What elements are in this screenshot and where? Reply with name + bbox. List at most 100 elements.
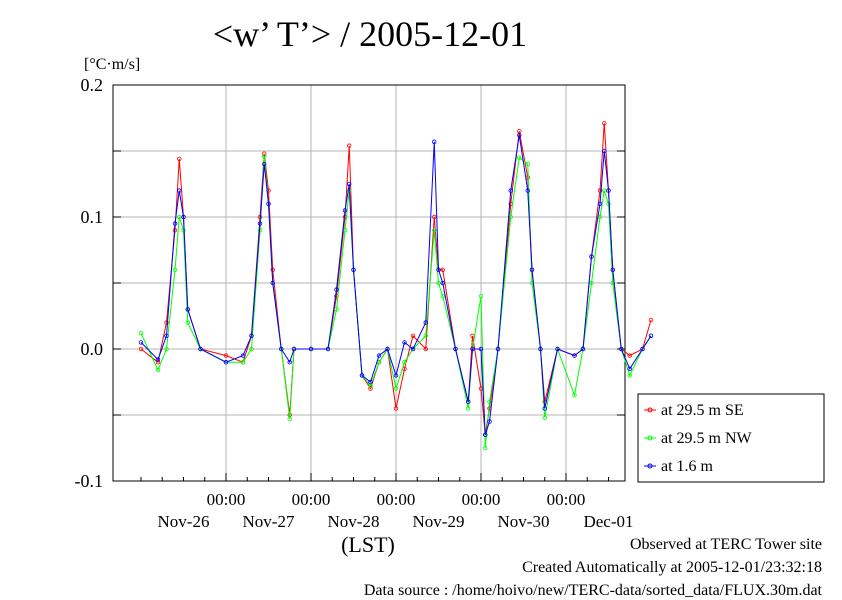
observed-site-note: Observed at TERC Tower site — [629, 536, 822, 553]
data-point — [508, 188, 513, 193]
data-point — [529, 267, 535, 272]
data-point — [487, 419, 492, 424]
data-point — [368, 379, 373, 385]
data-point — [542, 415, 547, 420]
data-point — [602, 148, 607, 154]
data-point — [525, 161, 530, 167]
data-point — [164, 320, 169, 325]
data-point — [334, 307, 339, 312]
data-point — [640, 346, 645, 352]
data-point — [240, 353, 246, 358]
data-point — [606, 188, 611, 193]
data-point — [155, 367, 161, 373]
data-point — [308, 346, 314, 352]
data-point — [249, 346, 254, 352]
x-tick-time-label: 00:00 — [377, 490, 416, 509]
data-point — [347, 143, 352, 148]
data-point — [240, 360, 246, 365]
data-point — [249, 333, 254, 338]
data-point — [164, 333, 169, 338]
data-point — [266, 201, 271, 206]
data-point — [351, 267, 356, 272]
data-point — [648, 317, 654, 323]
data-point — [138, 340, 144, 345]
data-point — [270, 280, 275, 286]
data-point — [597, 201, 603, 206]
data-point — [385, 346, 390, 352]
data-point — [279, 346, 284, 352]
data-point — [597, 188, 603, 193]
data-point — [432, 139, 437, 144]
y-tick-label: 0.1 — [81, 207, 104, 227]
data-point — [402, 360, 407, 365]
grid — [113, 84, 625, 482]
data-point — [223, 360, 229, 365]
data-point — [223, 353, 229, 358]
data-point — [627, 373, 632, 378]
data-point — [470, 346, 475, 352]
x-tick-date-label: Nov-30 — [498, 512, 550, 531]
data-point — [423, 333, 428, 338]
y-tick-label: 0.2 — [81, 75, 104, 95]
data-point — [610, 267, 615, 272]
data-point — [410, 346, 416, 352]
data-point — [517, 155, 522, 160]
data-point — [262, 161, 267, 167]
legend-label: at 1.6 m — [661, 458, 714, 475]
x-tick-time-label: 00:00 — [292, 490, 331, 509]
data-point — [262, 151, 267, 156]
data-point — [181, 214, 186, 220]
x-axis-label: (LST) — [341, 532, 395, 557]
legend-label: at 29.5 m NW — [661, 430, 753, 447]
series-lines — [138, 121, 654, 451]
created-timestamp-note: Created Automatically at 2005-12-01/23:3… — [522, 559, 822, 576]
y-tick-label: 0.0 — [81, 339, 104, 359]
data-point — [589, 254, 594, 259]
data-point — [483, 445, 488, 451]
data-point — [262, 154, 267, 159]
data-point — [495, 346, 501, 352]
data-point — [440, 267, 445, 272]
data-point — [376, 353, 382, 358]
data-point — [627, 353, 632, 358]
data-point — [368, 386, 373, 391]
x-tick-date-label: Dec-01 — [583, 512, 633, 531]
data-point — [580, 346, 586, 352]
series-2 — [138, 132, 654, 437]
data-point — [572, 393, 577, 398]
x-axis-ticks: 00:00 00:00 00:00 00:00 00:00 Nov-26 Nov-27 Nov… — [140, 473, 634, 531]
data-point — [606, 201, 611, 206]
data-point — [466, 406, 471, 411]
data-point — [542, 406, 547, 411]
data-point — [538, 346, 543, 352]
data-point — [325, 346, 331, 352]
legend: at 29.5 m SE at 29.5 m NW at 1.6 m — [637, 393, 825, 483]
data-point — [410, 333, 416, 338]
data-point — [172, 267, 178, 272]
chart-title: <w’ T’> / 2005-12-01 — [213, 14, 527, 54]
data-point — [257, 221, 263, 226]
data-point — [198, 346, 203, 352]
data-point — [287, 360, 292, 365]
data-point — [483, 432, 488, 437]
data-point — [466, 399, 471, 404]
data-point — [432, 214, 437, 220]
data-point — [453, 346, 458, 352]
data-point — [359, 373, 365, 378]
data-point — [627, 366, 632, 371]
x-tick-date-label: Nov-27 — [243, 512, 295, 531]
data-point — [423, 346, 428, 352]
x-tick-time-label: 00:00 — [207, 490, 246, 509]
data-point — [177, 188, 182, 193]
data-point — [555, 346, 560, 352]
data-point — [478, 346, 484, 352]
data-point — [619, 346, 624, 352]
data-point — [138, 330, 144, 336]
data-point — [291, 346, 297, 352]
data-point — [423, 320, 428, 325]
data-point — [432, 227, 437, 233]
legend-label: at 29.5 m SE — [661, 402, 744, 419]
data-point — [648, 333, 654, 338]
series-1 — [138, 154, 654, 451]
